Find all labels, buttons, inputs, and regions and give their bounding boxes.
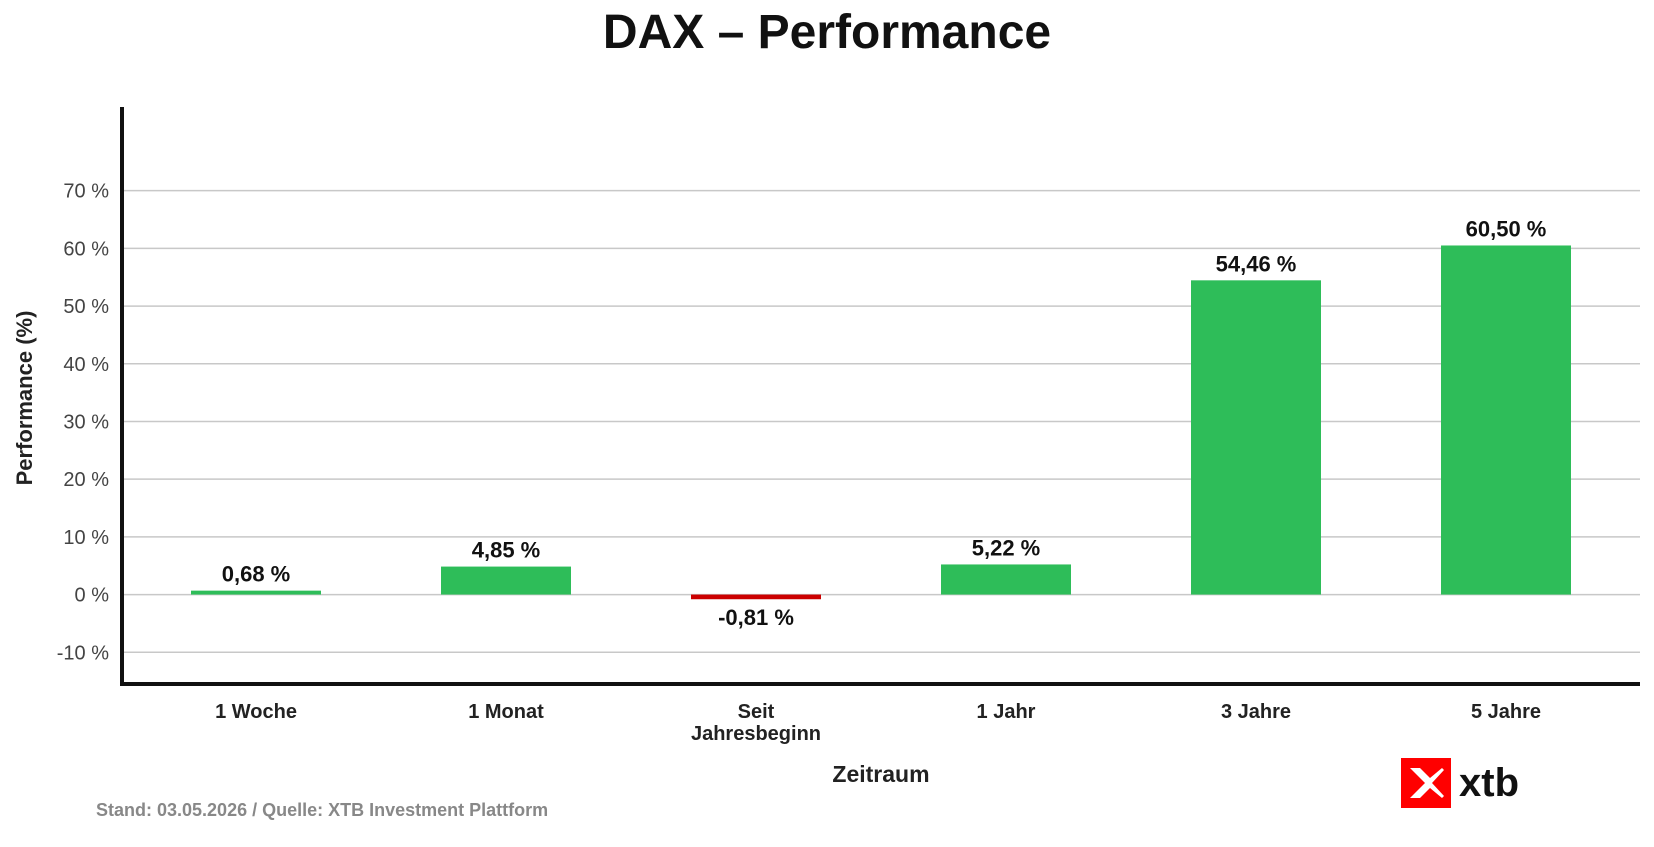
bar [191,590,321,595]
y-tick-label: 30 % [63,411,109,433]
chart-title: DAX – Performance [603,6,1051,59]
xtb-logo-text: xtb [1459,761,1519,805]
bar [691,594,821,600]
y-tick-label: 70 % [63,181,109,203]
x-tick-label-line: Jahresbeginn [691,723,821,745]
x-axis-title: Zeitraum [832,761,929,787]
x-mark-icon [1410,768,1444,798]
y-tick-label: -10 % [57,642,109,664]
y-tick-label: 50 % [63,296,109,318]
source-note: Stand: 03.05.2026 / Quelle: XTB Investme… [96,800,548,820]
data-label: 60,50 % [1466,216,1547,241]
x-tick-label-line: 5 Jahre [1471,701,1541,723]
data-labels: 0,68 % 4,85 % -0,81 % 5,22 % 54,46 % 60,50 % [222,216,1547,630]
x-axis-ticks: 1 Woche 1 Monat Seit Jahresbeginn 1 Jahr 3 Ja… [215,701,1541,745]
x-tick-label: 1 Monat [468,701,544,723]
x-tick-label-line: 3 Jahre [1221,701,1291,723]
y-axis-title: Performance (%) [12,311,37,486]
bar [1441,245,1571,595]
x-tick-label: Seit Jahresbeginn [691,701,821,745]
y-axis-ticks: -10 % 0 % 10 % 20 % 30 % 40 % 50 % 60 % 70 % [57,181,109,665]
y-tick-label: 0 % [75,585,110,607]
x-tick-label: 1 Jahr [977,701,1036,723]
data-label: -0,81 % [718,605,794,630]
x-tick-label: 1 Woche [215,701,297,723]
x-tick-label-line: 1 Monat [468,701,544,723]
y-tick-label: 10 % [63,527,109,549]
x-tick-label-line: 1 Jahr [977,701,1036,723]
x-tick-label-line: Seit [738,701,775,723]
data-label: 54,46 % [1216,251,1297,276]
bars [191,245,1571,600]
x-tick-label: 5 Jahre [1471,701,1541,723]
gridlines [122,189,1640,654]
xtb-logo: xtb [1401,758,1519,808]
bar [941,564,1071,595]
data-label: 4,85 % [472,538,541,563]
y-tick-label: 20 % [63,469,109,491]
x-tick-label-line: 1 Woche [215,701,297,723]
bar [441,566,571,595]
bar [1191,280,1321,595]
y-tick-label: 40 % [63,354,109,376]
data-label: 5,22 % [972,535,1041,560]
y-tick-label: 60 % [63,238,109,260]
x-tick-label: 3 Jahre [1221,701,1291,723]
data-label: 0,68 % [222,562,291,587]
